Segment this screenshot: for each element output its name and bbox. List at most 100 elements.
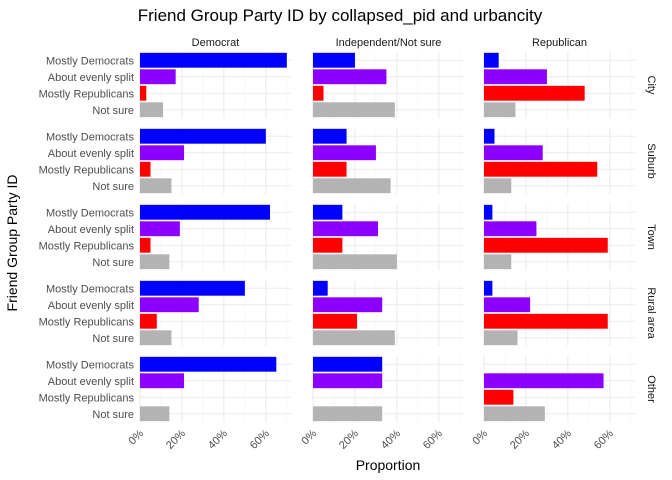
bar-city-republican-not-sure [484, 102, 516, 118]
panel-suburb-democrat [139, 128, 291, 194]
bar-town-independent-not-sure-mostly-republicans [313, 237, 343, 253]
bar-suburb-republican-not-sure [484, 178, 512, 194]
facet-row-label-city: City [645, 76, 657, 95]
bar-suburb-independent-not-sure-about-evenly-split [313, 145, 376, 161]
bar-rural-area-republican-mostly-republicans [484, 313, 608, 329]
bar-city-republican-about-evenly-split [484, 69, 547, 85]
y-tick-label: Not sure [92, 105, 134, 117]
y-tick-label: Mostly Democrats [46, 131, 135, 143]
y-tick-label: Mostly Republicans [39, 88, 135, 100]
y-tick-label: Not sure [92, 333, 134, 345]
bar-suburb-democrat-about-evenly-split [140, 145, 185, 161]
y-tick-label: About evenly split [48, 376, 134, 388]
bar-suburb-republican-mostly-democrats [484, 128, 495, 144]
bar-city-independent-not-sure-mostly-republicans [313, 85, 324, 101]
facet-col-label-republican: Republican [532, 37, 587, 49]
y-tick-label: Mostly Democrats [46, 283, 135, 295]
bar-town-independent-not-sure-not-sure [313, 254, 397, 270]
facet-row-label-rural-area: Rural area [645, 287, 657, 339]
bar-suburb-democrat-mostly-republicans [140, 161, 151, 177]
bar-suburb-democrat-not-sure [140, 178, 172, 194]
panel-rural-area-democrat [139, 280, 291, 346]
bar-town-republican-mostly-republicans [484, 237, 608, 253]
bar-city-independent-not-sure-mostly-democrats [313, 52, 355, 68]
y-tick-label: About evenly split [48, 300, 134, 312]
y-tick-label: About evenly split [48, 72, 134, 84]
plot-area: Democrat Independent/Not sure Republican Ci… [39, 37, 657, 452]
panel-other-republican [483, 356, 635, 422]
bar-other-republican-mostly-republicans [484, 389, 514, 405]
facet-row-label-other: Other [645, 375, 657, 403]
bar-town-independent-not-sure-mostly-democrats [313, 204, 343, 220]
bar-town-republican-not-sure [484, 254, 512, 270]
chart-title: Friend Group Party ID by collapsed_pid a… [138, 6, 543, 25]
bar-rural-area-independent-not-sure-mostly-democrats [313, 280, 328, 296]
y-tick-label: Mostly Republicans [39, 316, 135, 328]
y-tick-label: Mostly Democrats [46, 207, 135, 219]
x-tick-label: 20% [508, 427, 532, 451]
y-tick-label: Mostly Democrats [46, 55, 135, 67]
x-tick-label: 60% [248, 427, 272, 451]
bar-rural-area-independent-not-sure-not-sure [313, 330, 395, 346]
y-tick-label: Mostly Republicans [39, 240, 135, 252]
panel-other-democrat [139, 356, 291, 422]
bar-other-independent-not-sure-mostly-democrats [313, 356, 383, 372]
bar-city-republican-mostly-republicans [484, 85, 585, 101]
bar-city-independent-not-sure-about-evenly-split [313, 69, 387, 85]
y-tick-label: Mostly Republicans [39, 164, 135, 176]
facet-col-label-independent-not-sure: Independent/Not sure [336, 37, 442, 49]
bar-town-democrat-about-evenly-split [140, 221, 180, 237]
bar-town-democrat-mostly-republicans [140, 237, 151, 253]
bar-rural-area-independent-not-sure-about-evenly-split [313, 297, 383, 313]
facet-row-label-town: Town [645, 224, 657, 250]
bar-city-democrat-not-sure [140, 102, 164, 118]
x-tick-label: 60% [592, 427, 616, 451]
bar-rural-area-republican-mostly-democrats [484, 280, 493, 296]
y-tick-label: Not sure [92, 181, 134, 193]
bar-other-democrat-not-sure [140, 406, 170, 422]
bar-suburb-independent-not-sure-mostly-republicans [313, 161, 347, 177]
y-tick-label: Mostly Republicans [39, 392, 135, 404]
panel-town-democrat [139, 204, 291, 270]
bar-suburb-republican-about-evenly-split [484, 145, 543, 161]
y-tick-label: Mostly Democrats [46, 359, 135, 371]
y-tick-label: Not sure [92, 257, 134, 269]
bar-rural-area-democrat-about-evenly-split [140, 297, 199, 313]
bar-other-republican-about-evenly-split [484, 373, 604, 389]
bar-rural-area-democrat-mostly-republicans [140, 313, 157, 329]
panel-town-republican [483, 204, 635, 270]
bar-other-republican-not-sure [484, 406, 545, 422]
panel-suburb-republican [483, 128, 635, 194]
bar-city-democrat-mostly-republicans [140, 85, 147, 101]
y-tick-label: About evenly split [48, 224, 134, 236]
panel-city-democrat [139, 52, 291, 118]
bar-suburb-independent-not-sure-mostly-democrats [313, 128, 347, 144]
panel-rural-area-independent-not-sure [312, 280, 464, 346]
panel-other-independent-not-sure [312, 356, 464, 422]
bar-town-democrat-mostly-democrats [140, 204, 271, 220]
bar-other-democrat-about-evenly-split [140, 373, 185, 389]
bar-town-republican-about-evenly-split [484, 221, 537, 237]
bar-rural-area-republican-not-sure [484, 330, 518, 346]
panel-suburb-independent-not-sure [312, 128, 464, 194]
bar-rural-area-democrat-mostly-democrats [140, 280, 245, 296]
bar-city-democrat-mostly-democrats [140, 52, 287, 68]
bar-city-republican-mostly-democrats [484, 52, 499, 68]
bar-other-democrat-mostly-democrats [140, 356, 277, 372]
panel-town-independent-not-sure [312, 204, 464, 270]
x-tick-label: 40% [379, 427, 403, 451]
bar-suburb-republican-mostly-republicans [484, 161, 598, 177]
bar-rural-area-independent-not-sure-mostly-republicans [313, 313, 358, 329]
bar-rural-area-republican-about-evenly-split [484, 297, 531, 313]
bar-suburb-independent-not-sure-not-sure [313, 178, 391, 194]
bar-other-independent-not-sure-about-evenly-split [313, 373, 383, 389]
x-tick-label: 0% [470, 427, 490, 447]
bar-town-independent-not-sure-about-evenly-split [313, 221, 379, 237]
x-axis-title: Proportion [356, 457, 421, 473]
y-tick-label: About evenly split [48, 148, 134, 160]
x-tick-label: 40% [206, 427, 230, 451]
bar-city-democrat-about-evenly-split [140, 69, 176, 85]
bar-suburb-democrat-mostly-democrats [140, 128, 266, 144]
y-tick-label: Not sure [92, 409, 134, 421]
